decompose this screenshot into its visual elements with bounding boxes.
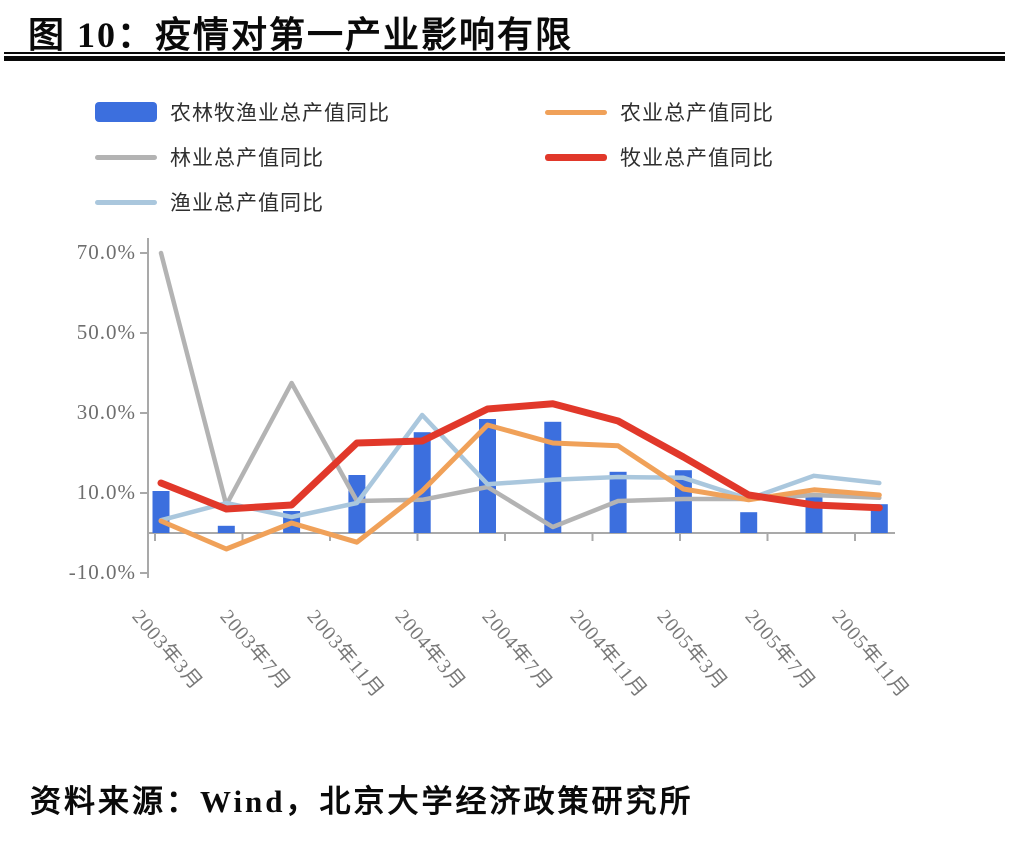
bar-农林牧渔业总产值同比 [217,525,235,533]
x-axis-tick-label: 2005年11月 [827,605,914,703]
legend-label: 农林牧渔业总产值同比 [170,101,390,125]
legend-item-farming: 农业总产值同比 [545,96,965,128]
title-underline-thick [4,56,1005,61]
legend-label: 渔业总产值同比 [170,191,324,215]
x-axis-tick-label: 2004年3月 [390,605,470,695]
x-axis-tick-label: 2005年7月 [740,605,820,695]
bar-农林牧渔业总产值同比 [740,512,758,533]
legend-line-swatch [545,109,607,115]
y-axis-tick-label: 50.0% [76,320,136,344]
line-牧业总产值同比 [157,400,883,513]
legend-label: 牧业总产值同比 [620,146,774,170]
x-axis-tick-label: 2004年7月 [477,605,557,695]
legend-item-forestry: 林业总产值同比 [95,141,545,173]
line-农业总产值同比 [158,422,882,552]
bar-农林牧渔业总产值同比 [152,491,170,533]
bar-农林牧渔业总产值同比 [283,511,301,533]
chart-legend: 农林牧渔业总产值同比 农业总产值同比 林业总产值同比 牧业总产值同比 渔业总产值… [95,96,965,218]
title-underline [4,52,1005,61]
x-axis-tick-label: 2004年11月 [565,605,651,703]
line-林业总产值同比 [158,250,882,530]
bar-农林牧渔业总产值同比 [544,421,562,533]
x-axis-tick-label: 2005年3月 [652,605,732,695]
x-axis-tick-label: 2003年7月 [215,605,295,695]
bar-农林牧渔业总产值同比 [674,470,692,533]
y-axis-tick-label: 10.0% [76,480,136,504]
bar-农林牧渔业总产值同比 [413,432,431,533]
bar-农林牧渔业总产值同比 [805,495,823,533]
x-axis-tick-label: 2003年3月 [127,605,207,695]
y-axis-tick-label: -10.0% [68,560,136,584]
legend-label: 林业总产值同比 [170,146,324,170]
legend-line-swatch [95,154,157,160]
y-axis-tick-label: 30.0% [76,400,136,424]
bar-农林牧渔业总产值同比 [479,419,496,533]
legend-bar-swatch [95,102,157,122]
legend-line-swatch [545,153,607,161]
title-underline-thin [4,52,1005,54]
legend-item-husbandry: 牧业总产值同比 [545,141,965,173]
legend-line-swatch [95,199,157,205]
y-axis-tick-label: 70.0% [76,240,136,264]
legend-item-fishery: 渔业总产值同比 [95,186,545,218]
figure-title: 图 10：疫情对第一产业影响有限 [28,15,574,55]
source-note: 资料来源：Wind，北京大学经济政策研究所 [30,784,694,819]
x-axis-tick-label: 2003年11月 [302,605,389,703]
bar-农林牧渔业总产值同比 [348,475,366,533]
bar-农林牧渔业总产值同比 [870,504,888,533]
line-渔业总产值同比 [158,412,882,523]
bar-农林牧渔业总产值同比 [609,471,627,533]
legend-item-total-output: 农林牧渔业总产值同比 [95,96,545,128]
legend-label: 农业总产值同比 [620,101,774,125]
